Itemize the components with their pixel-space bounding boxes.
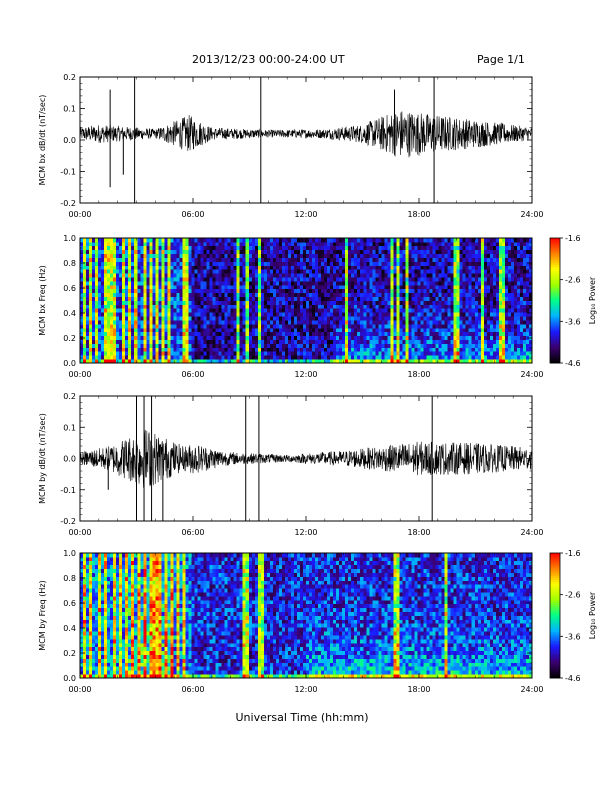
spectrogram-cells [80, 238, 533, 364]
x-tick-label: 18:00 [407, 685, 430, 694]
x-tick-label: 06:00 [181, 528, 204, 537]
x-tick-label: 06:00 [181, 685, 204, 694]
y-tick-label: 1.0 [63, 549, 76, 558]
x-tick-label: 06:00 [181, 210, 204, 219]
y-tick-label: 0.8 [63, 259, 76, 268]
y-tick-label: 0.4 [63, 309, 76, 318]
panel-2: -1.6 -2.6 -3.6 -4.6 Log₁₀ Power 1.0 0.8 0.6 0.4 0… [38, 234, 597, 379]
x-tick-label: 00:00 [68, 685, 91, 694]
page-title: 2013/12/23 00:00-24:00 UT [192, 53, 345, 66]
panel-3: 0.2 0.1 0.0 -0.1 -0.2 00:00 06:00 12:00 18:00 24:… [38, 392, 544, 537]
y-tick-label: 0.0 [63, 359, 76, 368]
colorbar-tick-label: -3.6 [565, 317, 581, 326]
y-tick-label: 0.6 [63, 284, 76, 293]
y-tick-label: -0.1 [60, 168, 76, 177]
y-tick-label: 1.0 [63, 234, 76, 243]
x-tick-label: 24:00 [520, 370, 543, 379]
x-axis-label: Universal Time (hh:mm) [236, 711, 369, 724]
colorbar-label: Log₁₀ Power [588, 276, 597, 324]
x-tick-label: 24:00 [520, 210, 543, 219]
colorbar-tick-label: -4.6 [565, 359, 581, 368]
x-tick-label: 12:00 [294, 528, 317, 537]
y-tick-label: 0.1 [63, 423, 76, 432]
x-tick-label: 12:00 [294, 210, 317, 219]
y-axis-label: MCM by Freq (Hz) [38, 580, 47, 650]
x-tick-label: 18:00 [407, 528, 430, 537]
trace-series [79, 429, 533, 488]
colorbar-tick-label: -2.6 [565, 591, 581, 600]
colorbar-tick-label: -2.6 [565, 276, 581, 285]
x-tick-label: 24:00 [520, 685, 543, 694]
x-tick-label: 24:00 [520, 528, 543, 537]
y-tick-label: 0.0 [63, 674, 76, 683]
colorbar: -1.6 -2.6 -3.6 -4.6 Log₁₀ Power [549, 549, 597, 683]
y-axis-label: MCM bx Freq (Hz) [38, 265, 47, 335]
y-tick-label: 0.1 [63, 105, 76, 114]
colorbar-tick-label: -1.6 [565, 234, 581, 243]
trace-series [79, 111, 533, 158]
colorbar-tick-label: -1.6 [565, 549, 581, 558]
page-number: Page 1/1 [477, 53, 525, 66]
x-tick-label: 06:00 [181, 370, 204, 379]
x-tick-label: 18:00 [407, 210, 430, 219]
colorbar-tick-label: -4.6 [565, 674, 581, 683]
colorbar-tick-label: -3.6 [565, 632, 581, 641]
y-tick-label: -0.2 [60, 199, 76, 208]
y-tick-label: 0.4 [63, 624, 76, 633]
y-tick-label: 0.6 [63, 599, 76, 608]
x-tick-label: 00:00 [68, 210, 91, 219]
x-tick-label: 00:00 [68, 370, 91, 379]
x-tick-label: 12:00 [294, 370, 317, 379]
y-axis-label: MCM by dB/dt (nT/sec) [38, 413, 47, 504]
spectrogram-cells [80, 553, 533, 679]
y-tick-label: 0.2 [63, 73, 76, 82]
y-tick-label: 0.8 [63, 574, 76, 583]
panel-4: -1.6 -2.6 -3.6 -4.6 Log₁₀ Power 1.0 0.8 0.6 0.4 0… [38, 549, 597, 724]
colorbar-label: Log₁₀ Power [588, 591, 597, 639]
y-tick-label: 0.2 [63, 392, 76, 401]
y-tick-label: -0.1 [60, 486, 76, 495]
y-tick-label: 0.2 [63, 334, 76, 343]
y-tick-label: 0.2 [63, 649, 76, 658]
y-tick-label: 0.0 [63, 455, 76, 464]
x-tick-label: 12:00 [294, 685, 317, 694]
colorbar: -1.6 -2.6 -3.6 -4.6 Log₁₀ Power [549, 234, 597, 368]
y-axis-label: MCM bx dB/dt (nT/sec) [38, 95, 47, 186]
panel-1: 0.2 0.1 0.0 -0.1 -0.2 00:00 06:00 12:00 18:00 24:… [38, 73, 544, 219]
y-tick-label: -0.2 [60, 517, 76, 526]
y-tick-label: 0.0 [63, 136, 76, 145]
x-tick-label: 18:00 [407, 370, 430, 379]
x-tick-label: 00:00 [68, 528, 91, 537]
